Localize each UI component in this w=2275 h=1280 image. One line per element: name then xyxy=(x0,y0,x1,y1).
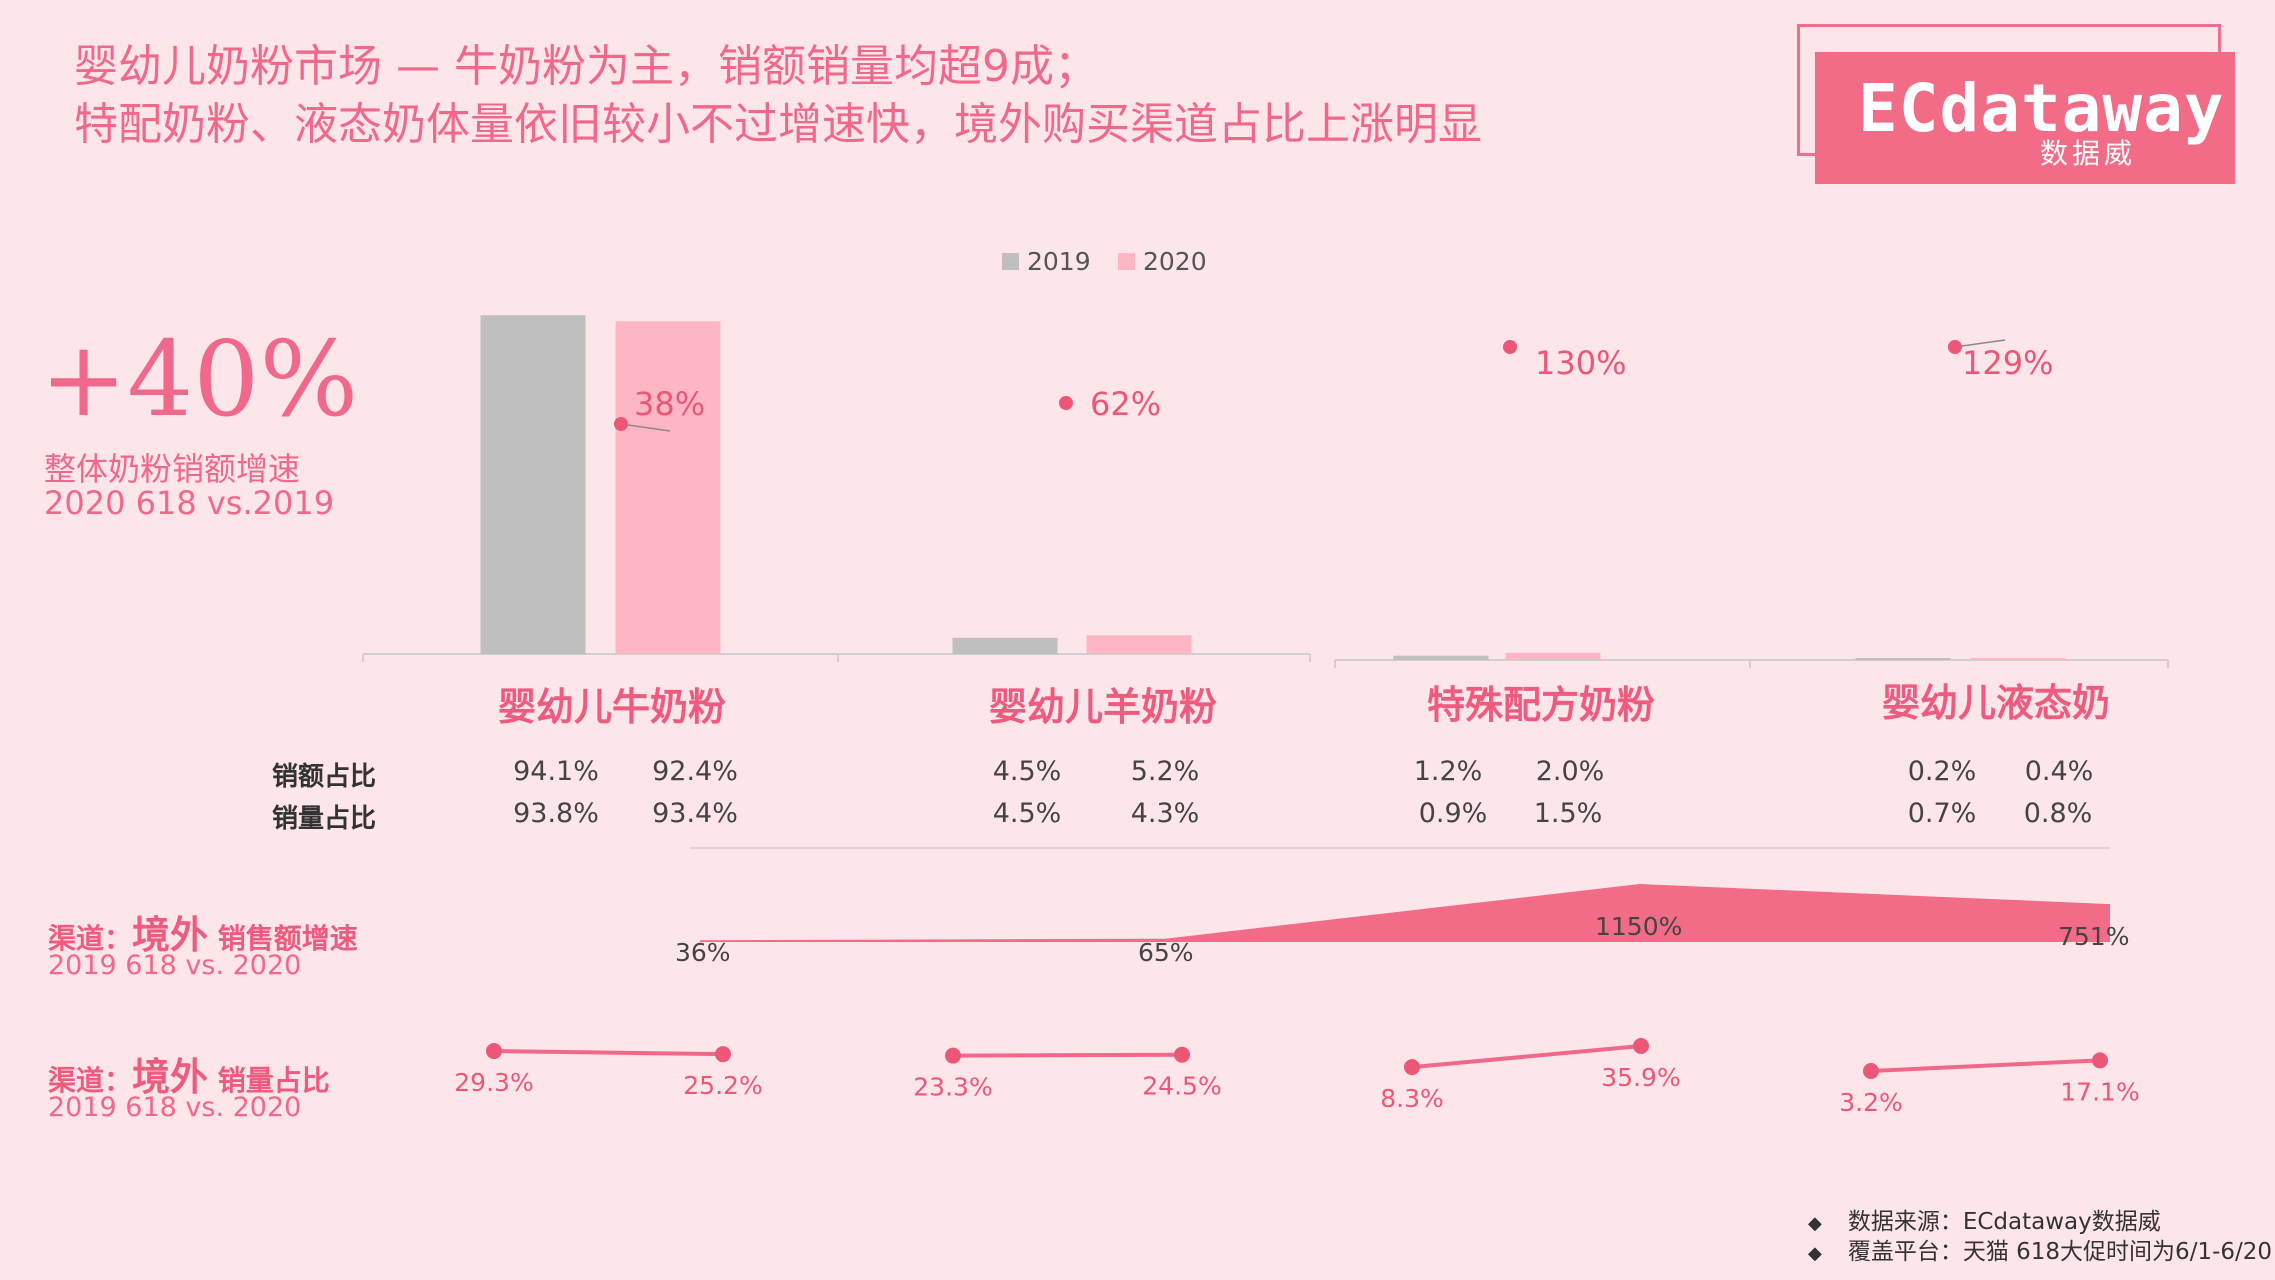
area-value-label: 65% xyxy=(1138,938,1194,967)
share-dot xyxy=(1863,1063,1879,1079)
growth-leader-line xyxy=(620,423,671,432)
footer-platform: ◆ 覆盖平台：天猫 618大促时间为6/1-6/20日 xyxy=(1808,1232,2275,1266)
share-dot xyxy=(486,1043,502,1060)
legend-swatch xyxy=(1002,253,1019,270)
share-label: 24.5% xyxy=(1142,1072,1221,1101)
channel-share-period: 2019 618 vs. 2020 xyxy=(48,1092,302,1123)
table-cell: 0.4% xyxy=(2024,756,2094,787)
category-label: 特殊配方奶粉 xyxy=(1426,683,1656,727)
table-cell: 1.2% xyxy=(1413,756,1483,787)
share-dot xyxy=(715,1046,731,1063)
area-value-label: 1150% xyxy=(1595,912,1682,941)
table-cell: 93.8% xyxy=(513,798,599,829)
channel-growth-label: 渠道：境外 销售额增速 xyxy=(48,904,358,959)
area-growth xyxy=(700,884,2110,942)
kpi-label: 整体奶粉销额增速 xyxy=(44,450,301,488)
channel-share-label: 渠道：境外 销量占比 xyxy=(48,1046,330,1101)
kpi-period: 2020 618 vs.2019 xyxy=(44,484,335,522)
channel-metric: 销售额增速 xyxy=(217,922,358,955)
footer-source: ◆ 数据来源：ECdataway数据威 xyxy=(1808,1202,2161,1236)
growth-label: 130% xyxy=(1535,344,1626,382)
table-cell: 0.7% xyxy=(1907,798,1977,829)
share-dot xyxy=(1174,1046,1190,1063)
share-dot xyxy=(1404,1059,1420,1076)
share-line xyxy=(493,1049,724,1057)
logo-subtext: 数据威 xyxy=(2040,137,2137,170)
growth-label: 62% xyxy=(1090,385,1161,423)
bar-2019 xyxy=(480,315,586,654)
share-label: 17.1% xyxy=(2060,1077,2139,1106)
channel-metric: 销量占比 xyxy=(217,1064,330,1097)
bar-2019 xyxy=(1393,655,1489,660)
growth-dot xyxy=(1503,340,1517,354)
share-label: 29.3% xyxy=(454,1068,533,1097)
growth-leader-line xyxy=(1954,339,2006,348)
table-cell: 0.9% xyxy=(1418,798,1488,829)
legend-label: 2019 xyxy=(1027,247,1091,276)
channel-name: 境外 xyxy=(132,913,209,957)
channel-name: 境外 xyxy=(132,1055,209,1099)
table-cell: 92.4% xyxy=(652,756,738,787)
growth-label: 38% xyxy=(634,385,705,423)
share-line xyxy=(1411,1044,1642,1070)
share-dot xyxy=(1633,1038,1649,1054)
legend-swatch xyxy=(1118,253,1135,270)
channel-prefix: 渠道： xyxy=(48,1064,133,1097)
share-label: 3.2% xyxy=(1839,1088,1903,1117)
table-cell: 4.5% xyxy=(992,756,1062,787)
bar-2020 xyxy=(1086,635,1192,654)
footer-source-text: 数据来源：ECdataway数据威 xyxy=(1847,1209,2161,1235)
share-line xyxy=(1870,1058,2101,1073)
page-title-line2: 特配奶粉、液态奶体量依旧较小不过增速快，境外购买渠道占比上涨明显 xyxy=(74,99,1482,150)
row-label-volume-share: 销量占比 xyxy=(272,804,377,834)
category-label: 婴幼儿液态奶 xyxy=(1881,681,2111,725)
area-value-label: 751% xyxy=(2058,922,2129,951)
category-label: 婴幼儿羊奶粉 xyxy=(988,685,1218,729)
logo-text: ECdataway xyxy=(1858,70,2225,147)
kpi-value: +40% xyxy=(40,318,359,440)
table-cell: 4.3% xyxy=(1130,798,1200,829)
growth-dot xyxy=(1948,340,1962,354)
table-cell: 2.0% xyxy=(1535,756,1605,787)
diamond-icon: ◆ xyxy=(1808,1243,1822,1264)
category-label: 婴幼儿牛奶粉 xyxy=(497,685,727,729)
share-label: 23.3% xyxy=(913,1073,992,1102)
footer-platform-text: 覆盖平台：天猫 618大促时间为6/1-6/20日 xyxy=(1847,1239,2275,1265)
table-cell: 0.8% xyxy=(2023,798,2093,829)
share-line xyxy=(952,1052,1183,1058)
row-label-sales-share: 销额占比 xyxy=(272,762,377,792)
table-cell: 93.4% xyxy=(652,798,738,829)
table-cell: 1.5% xyxy=(1533,798,1603,829)
bar-2019 xyxy=(952,637,1058,654)
channel-growth-period: 2019 618 vs. 2020 xyxy=(48,950,302,981)
area-value-label: 36% xyxy=(675,938,731,967)
growth-label: 129% xyxy=(1962,344,2053,382)
share-label: 35.9% xyxy=(1601,1063,1680,1092)
channel-prefix: 渠道： xyxy=(48,922,133,955)
share-dot xyxy=(945,1047,961,1064)
bar-2020 xyxy=(1505,652,1601,660)
diamond-icon: ◆ xyxy=(1808,1213,1822,1234)
share-label: 25.2% xyxy=(683,1071,762,1100)
page-title-line1: 婴幼儿奶粉市场 — 牛奶粉为主，销额销量均超9成； xyxy=(74,41,1098,92)
legend-label: 2020 xyxy=(1143,247,1207,276)
table-cell: 4.5% xyxy=(992,798,1062,829)
logo xyxy=(1815,52,2235,184)
growth-dot xyxy=(614,417,628,431)
table-cell: 0.2% xyxy=(1907,756,1977,787)
share-dot xyxy=(2092,1052,2108,1069)
share-label: 8.3% xyxy=(1380,1084,1444,1113)
table-cell: 94.1% xyxy=(513,756,599,787)
table-cell: 5.2% xyxy=(1130,756,1200,787)
bar-2019 xyxy=(1855,658,1951,660)
growth-dot xyxy=(1059,396,1073,410)
bar-2020 xyxy=(1970,658,2066,660)
bar-2020 xyxy=(615,321,721,654)
